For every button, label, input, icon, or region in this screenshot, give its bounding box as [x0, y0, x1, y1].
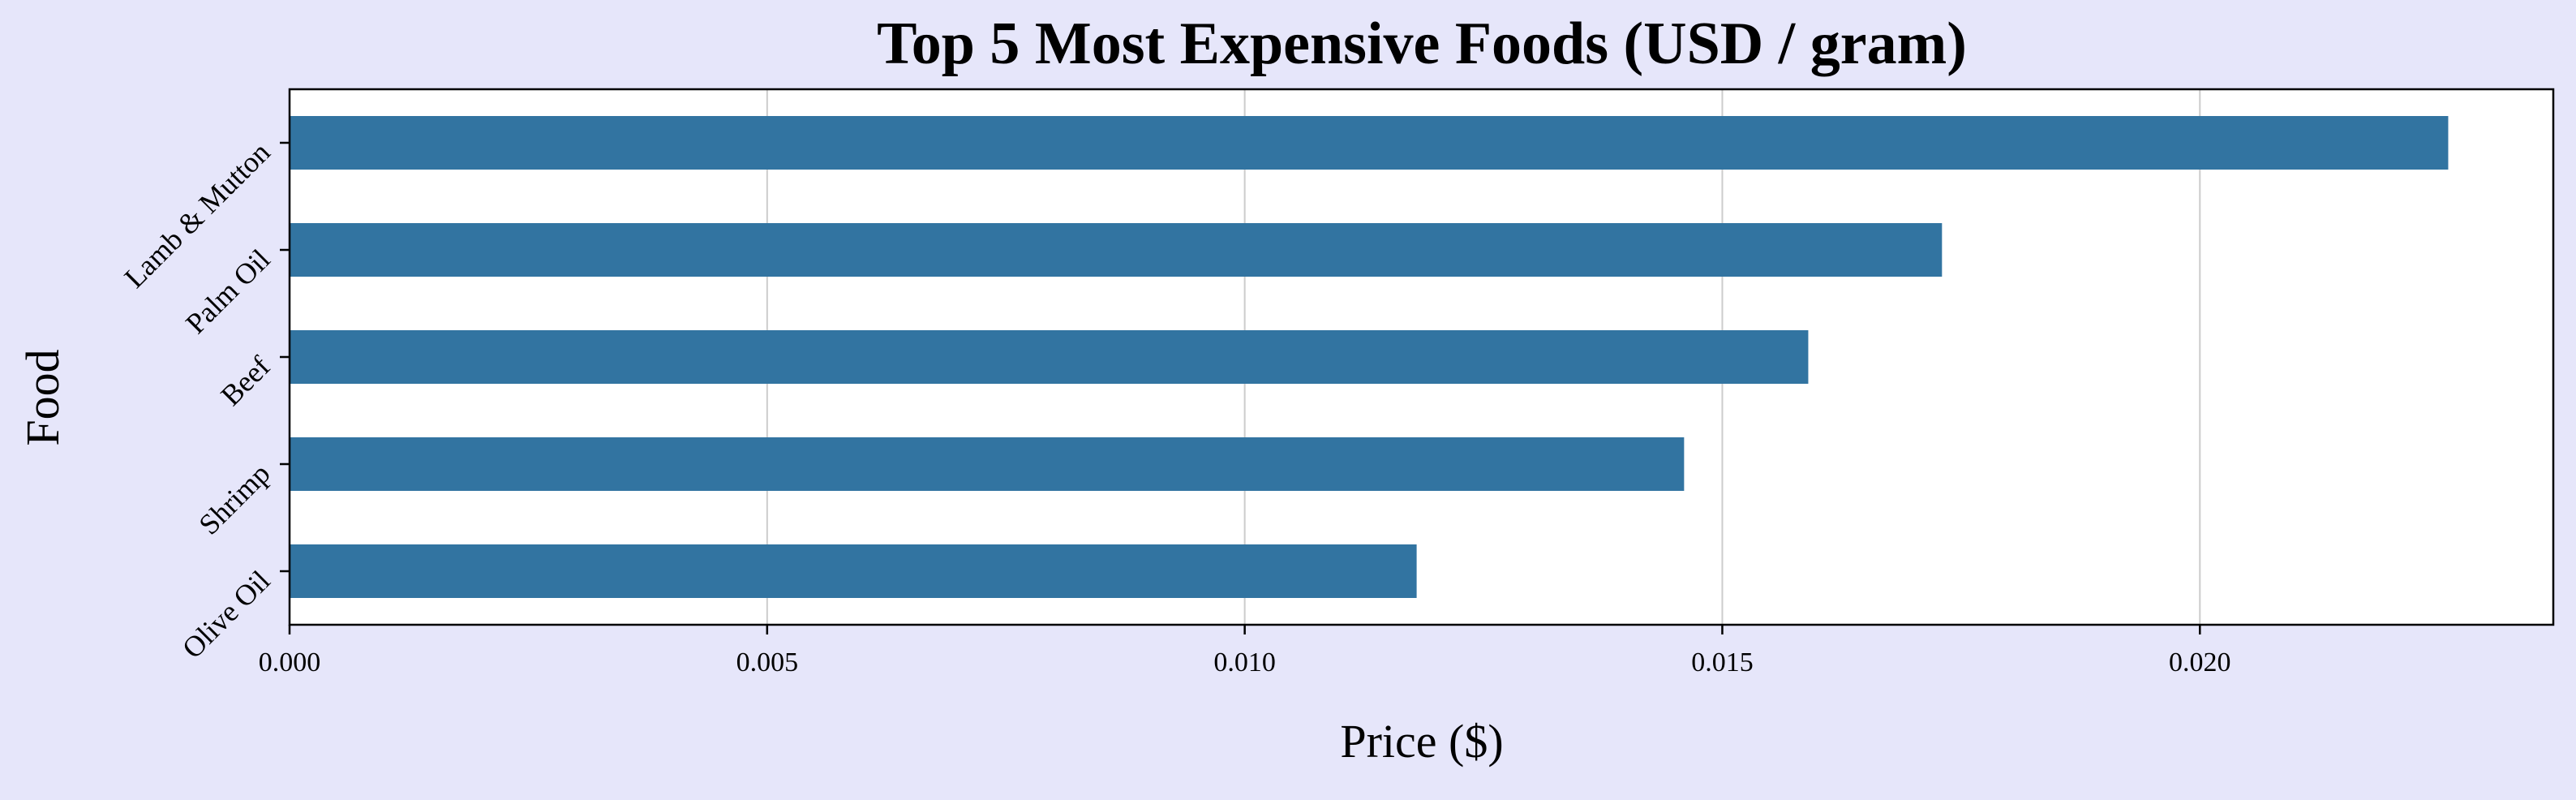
- x-tick-label: 0.015: [1691, 647, 1754, 677]
- bar: [290, 330, 1809, 384]
- bar: [290, 544, 1417, 598]
- x-tick-label: 0.010: [1213, 647, 1276, 677]
- x-tick-label: 0.005: [736, 647, 799, 677]
- chart-title: Top 5 Most Expensive Foods (USD / gram): [877, 11, 1967, 77]
- bar: [290, 437, 1685, 491]
- bar: [290, 116, 2449, 170]
- x-axis-label: Price ($): [1340, 715, 1503, 768]
- bar: [290, 223, 1943, 277]
- x-tick-label: 0.020: [2169, 647, 2231, 677]
- y-axis-label: Food: [16, 349, 69, 445]
- x-tick-label: 0.000: [259, 647, 321, 677]
